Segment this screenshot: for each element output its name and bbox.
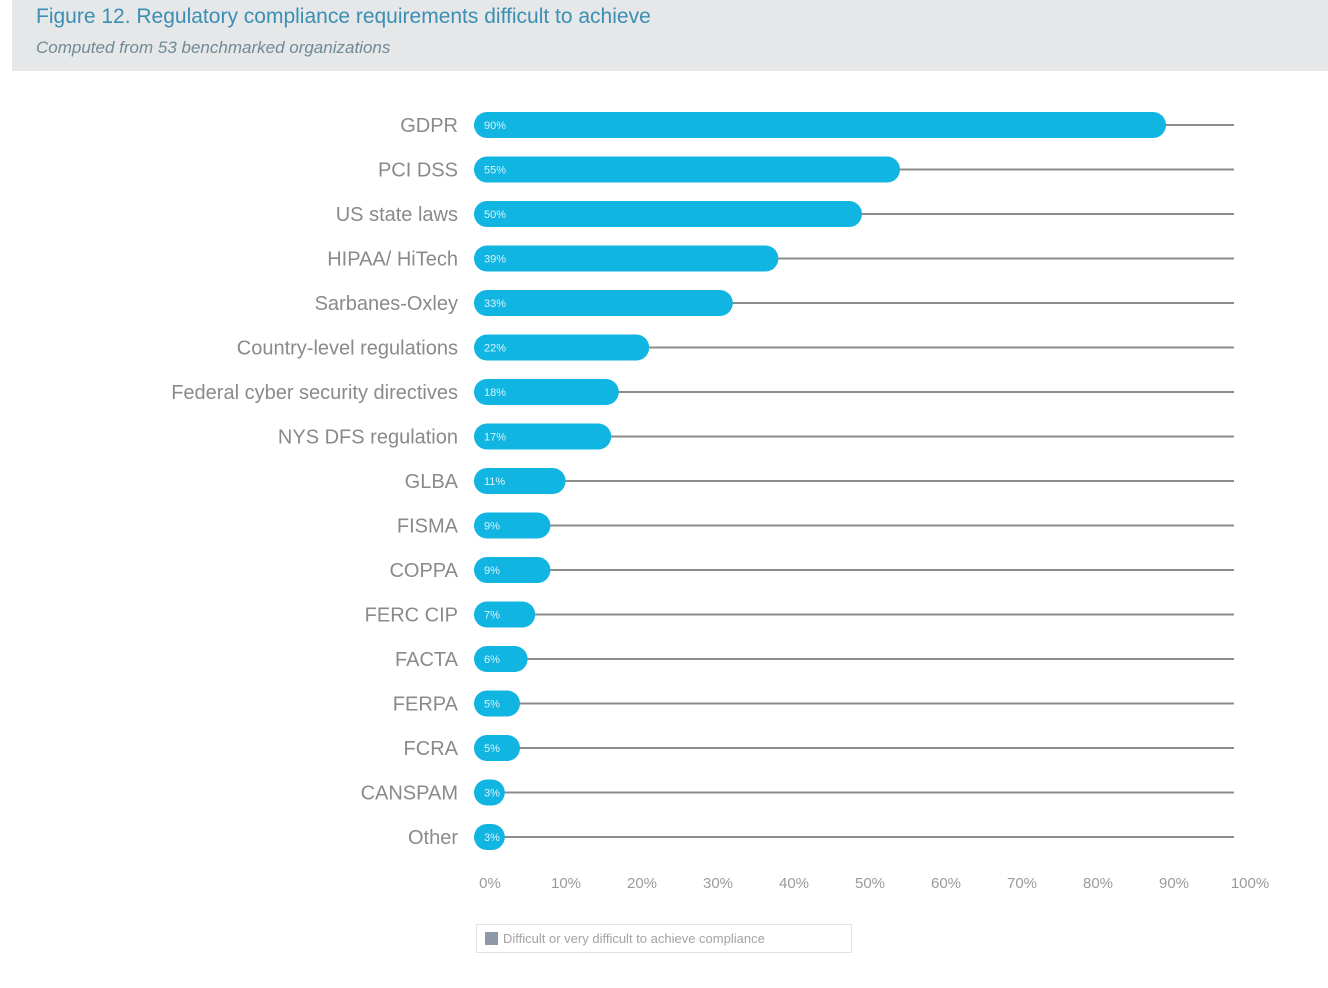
bar	[474, 334, 650, 361]
category-label: PCI DSS	[378, 160, 458, 182]
category-label: Other	[408, 827, 458, 849]
bar	[474, 646, 528, 672]
bar-value-label: 5%	[484, 743, 500, 755]
category-label: FERPA	[393, 694, 459, 716]
category-label: NYS DFS regulation	[278, 427, 458, 449]
x-tick-label: 20%	[627, 875, 657, 892]
x-tick-label: 30%	[703, 875, 733, 892]
category-label: FERC CIP	[365, 605, 458, 627]
bar-value-label: 55%	[484, 165, 506, 177]
bar	[474, 201, 862, 227]
category-label: HIPAA/ HiTech	[327, 249, 458, 271]
bar-value-label: 9%	[484, 565, 500, 577]
bar-value-label: 3%	[484, 832, 500, 844]
category-label: CANSPAM	[361, 783, 458, 805]
category-label: FACTA	[395, 649, 459, 671]
bar	[474, 824, 505, 850]
category-label: FISMA	[397, 516, 459, 538]
bar-value-label: 3%	[484, 788, 500, 800]
category-label: Sarbanes-Oxley	[315, 293, 458, 315]
bar-value-label: 17%	[484, 432, 506, 444]
bar	[474, 156, 900, 183]
bar-value-label: 5%	[484, 699, 500, 711]
x-tick-label: 100%	[1231, 875, 1269, 892]
x-tick-label: 90%	[1159, 875, 1189, 892]
bar-value-label: 11%	[484, 476, 505, 488]
figure-header: Figure 12. Regulatory compliance require…	[12, 0, 1328, 71]
bar-value-label: 39%	[484, 254, 506, 266]
bar	[474, 779, 505, 806]
category-label: US state laws	[336, 204, 458, 226]
bar-value-label: 90%	[484, 120, 506, 132]
x-tick-label: 50%	[855, 875, 885, 892]
bar	[474, 112, 1166, 138]
x-tick-label: 60%	[931, 875, 961, 892]
category-label: GDPR	[400, 115, 458, 137]
bar	[474, 601, 536, 628]
bar-value-label: 33%	[484, 298, 506, 310]
bar	[474, 290, 733, 316]
bar-value-label: 6%	[484, 654, 500, 666]
bar	[474, 735, 520, 761]
x-tick-label: 10%	[551, 875, 581, 892]
legend-label: Difficult or very difficult to achieve c…	[503, 931, 765, 946]
bar	[474, 245, 779, 272]
x-tick-label: 70%	[1007, 875, 1037, 892]
x-tick-label: 80%	[1083, 875, 1113, 892]
figure-title: Figure 12. Regulatory compliance require…	[36, 5, 651, 28]
bar	[474, 690, 520, 717]
category-label: FCRA	[404, 738, 459, 760]
category-label: Country-level regulations	[237, 338, 458, 360]
bar	[474, 379, 619, 405]
bar	[474, 468, 566, 494]
chart-legend: Difficult or very difficult to achieve c…	[476, 924, 852, 953]
bar-value-label: 9%	[484, 521, 500, 533]
bar-value-label: 7%	[484, 610, 500, 622]
category-label: COPPA	[389, 560, 458, 582]
category-label: GLBA	[405, 471, 459, 493]
legend-swatch	[485, 932, 498, 945]
bar-value-label: 22%	[484, 343, 506, 355]
bar	[474, 423, 612, 450]
bar	[474, 512, 551, 539]
figure-subtitle: Computed from 53 benchmarked organizatio…	[36, 38, 391, 57]
bar-value-label: 50%	[484, 209, 506, 221]
category-label: Federal cyber security directives	[171, 382, 458, 404]
bar	[474, 557, 551, 583]
bar-value-label: 18%	[484, 387, 506, 399]
x-tick-label: 0%	[479, 875, 501, 892]
x-tick-label: 40%	[779, 875, 809, 892]
